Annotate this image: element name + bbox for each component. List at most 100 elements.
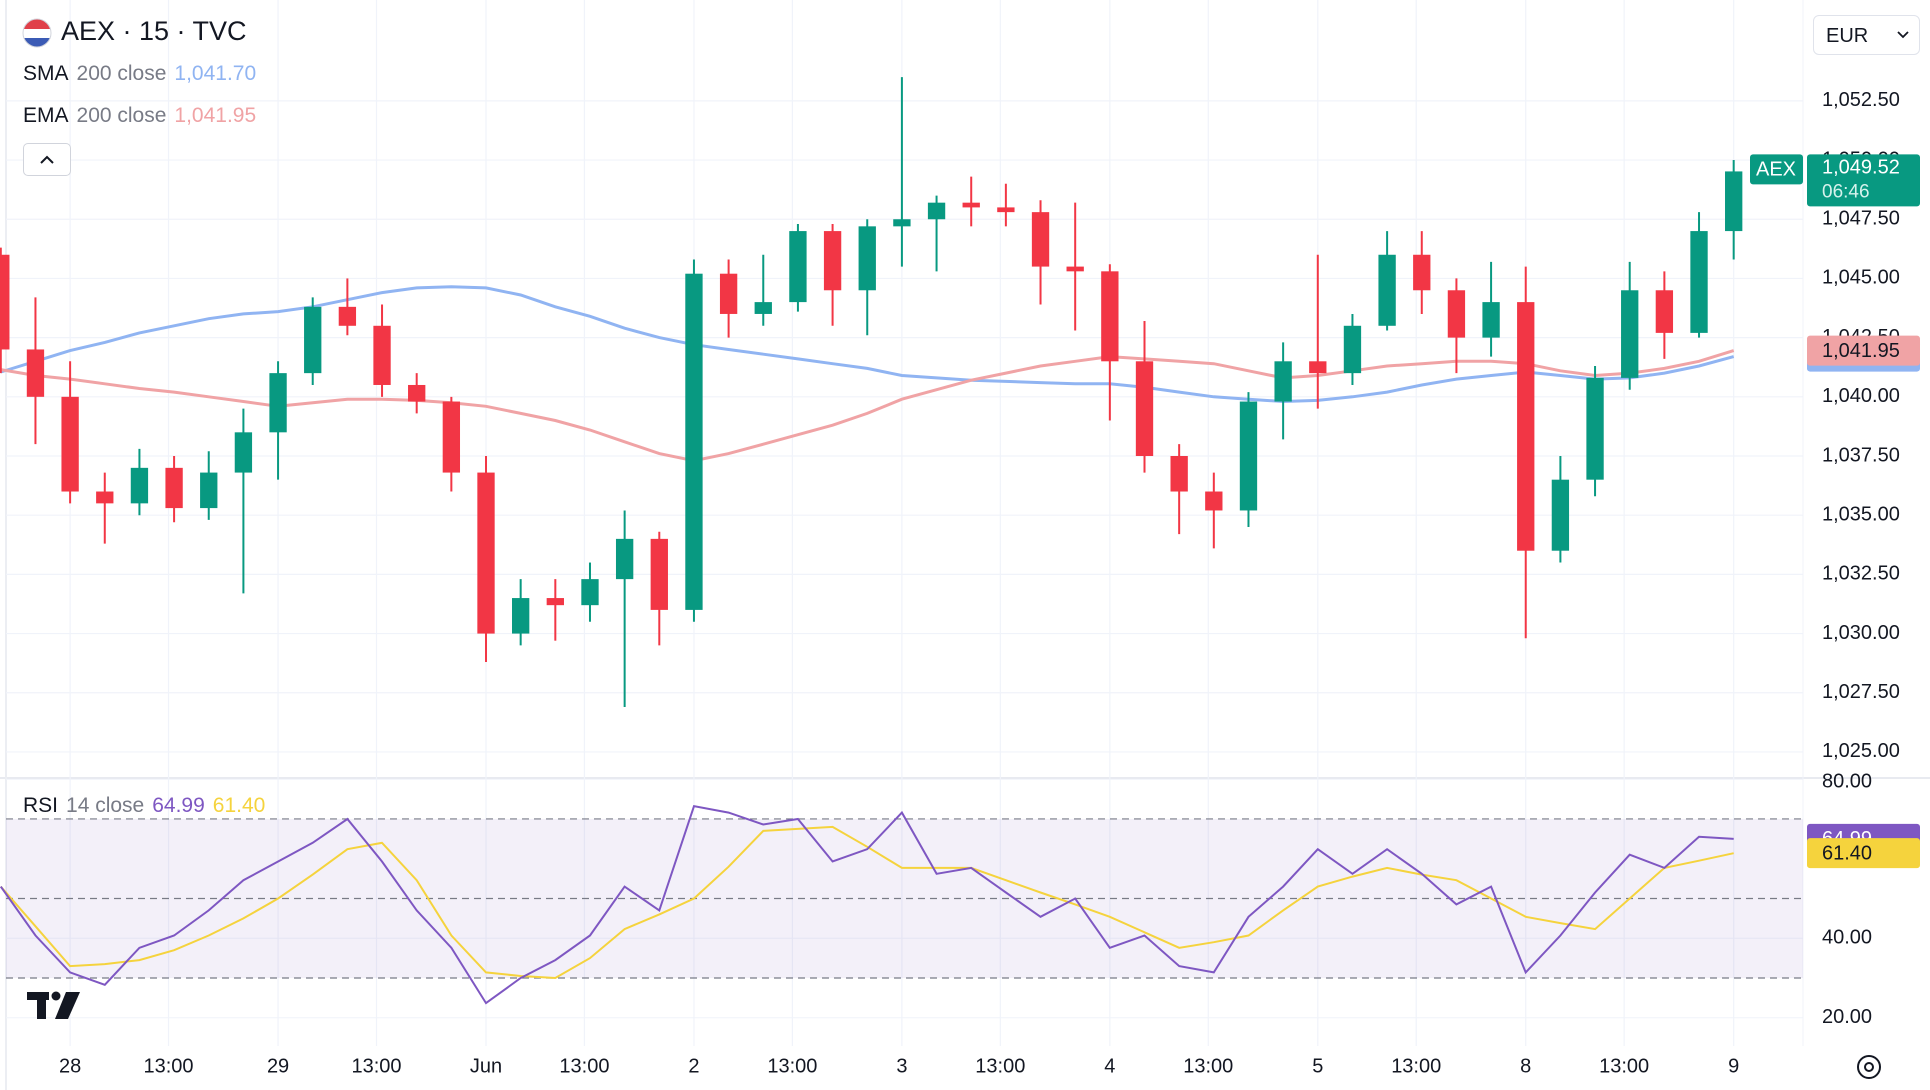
candle-body — [685, 273, 703, 610]
collapse-button[interactable] — [23, 143, 71, 176]
candle-body — [1309, 361, 1327, 374]
x-tick-label: 13:00 — [1391, 1055, 1441, 1077]
candle-body — [858, 226, 876, 291]
candle-body — [96, 491, 114, 504]
candle-body — [1690, 231, 1708, 333]
candle-body — [927, 202, 946, 220]
y-tick-label: 1,045.00 — [1822, 267, 1900, 289]
candle-body — [234, 432, 253, 473]
y-tick-label: 1,035.00 — [1822, 503, 1900, 525]
x-tick-label: 29 — [267, 1055, 289, 1077]
candle-body — [581, 579, 599, 606]
candle-body — [1205, 491, 1223, 511]
rsi-tick-label: 20.00 — [1822, 1006, 1872, 1028]
candle-body — [0, 254, 10, 350]
overlay-badge: 1,041.95 — [1822, 340, 1900, 362]
candle-body — [1413, 254, 1431, 291]
y-tick-label: 1,025.00 — [1822, 740, 1900, 762]
candle-body — [615, 538, 634, 580]
candle-body — [1655, 290, 1674, 333]
candle-body — [823, 231, 842, 291]
candle-body — [546, 598, 564, 606]
candle-body — [1135, 361, 1154, 457]
candle-body — [997, 207, 1015, 213]
x-tick-label: 5 — [1312, 1055, 1323, 1077]
price-badge-bg — [1807, 154, 1920, 207]
overlay-line — [0, 349, 1735, 463]
candle-body — [754, 302, 772, 314]
legend-value: 1,041.95 — [174, 104, 257, 127]
currency-dropdown[interactable]: EUR — [1813, 15, 1920, 55]
candle-body — [442, 401, 461, 473]
price-countdown: 06:46 — [1822, 181, 1870, 202]
candle-body — [130, 467, 149, 504]
candle-body — [408, 384, 426, 402]
legend-value: 61.40 — [212, 794, 266, 817]
candle-body — [1031, 212, 1050, 267]
candle-body — [789, 231, 807, 303]
dropdown-chevron — [1897, 31, 1909, 39]
candle-body — [1586, 377, 1604, 480]
candle-body — [1170, 456, 1188, 492]
rsi-line — [0, 825, 1734, 980]
candle-body — [1447, 290, 1466, 338]
x-tick-label: 13:00 — [1183, 1055, 1233, 1077]
y-tick-label: 1,027.50 — [1822, 681, 1900, 703]
candle-body — [1274, 361, 1292, 402]
y-tick-label: 1,047.50 — [1822, 208, 1900, 230]
legend-value: 1,041.70 — [174, 62, 257, 85]
symbol-badge: AEX — [1756, 159, 1796, 181]
candle-body — [1725, 171, 1743, 232]
y-tick-label: 1,030.00 — [1822, 622, 1900, 644]
candle-body — [1621, 290, 1639, 378]
currency-label: EUR — [1826, 25, 1869, 47]
rsi-band — [6, 818, 1803, 979]
candle-body — [1066, 266, 1084, 272]
y-tick-label: 1,052.50 — [1822, 89, 1900, 111]
legend-name: RSI — [23, 794, 59, 817]
chevron-up — [40, 155, 54, 164]
legend-params: 200 close — [76, 62, 167, 85]
tradingview-logo — [27, 991, 80, 1019]
sma-legend: SMA 200 close 1,041.70 — [23, 62, 264, 86]
overlay-line — [0, 285, 1735, 404]
x-tick-label: 2 — [688, 1055, 699, 1077]
x-tick-label: 9 — [1728, 1055, 1739, 1077]
rsi-line — [0, 805, 1734, 1005]
candle-body — [719, 273, 738, 314]
candle-body — [1551, 479, 1570, 551]
settings-button[interactable] — [1857, 1055, 1881, 1079]
x-tick-label: 13:00 — [1599, 1055, 1649, 1077]
legend-name: SMA — [23, 62, 69, 85]
x-tick-label: 13:00 — [975, 1055, 1025, 1077]
price-badge-value: 1,049.52 — [1822, 157, 1900, 179]
x-tick-label: 4 — [1104, 1055, 1115, 1077]
x-tick-label: 28 — [59, 1055, 81, 1077]
legend-name: EMA — [23, 104, 69, 127]
chart-title: AEX · 15 · TVC — [61, 16, 247, 46]
candle-body — [269, 373, 287, 433]
candle-body — [1517, 302, 1535, 551]
legend-params: 14 close — [66, 794, 145, 817]
rsi-legend: RSI 14 close 64.99 61.40 — [23, 794, 273, 818]
rsi-tick-label: 40.00 — [1822, 927, 1872, 949]
candle-body — [962, 202, 980, 208]
candle-body — [1378, 254, 1396, 326]
legend-value: 64.99 — [152, 794, 205, 817]
legend-params: 200 close — [76, 104, 167, 127]
rsi-tick-label: 80.00 — [1822, 770, 1872, 792]
candle-body — [1239, 401, 1258, 511]
x-tick-label: 13:00 — [144, 1055, 194, 1077]
y-tick-label: 1,037.50 — [1822, 444, 1900, 466]
x-tick-label: Jun — [470, 1055, 502, 1077]
candle-body — [373, 325, 391, 385]
rsi-badge: 61.40 — [1822, 842, 1872, 864]
x-tick-label: 13:00 — [767, 1055, 817, 1077]
candle-body — [165, 467, 183, 509]
candle-body — [26, 349, 45, 397]
candle-body — [650, 538, 668, 610]
candle-body — [1101, 271, 1119, 362]
ema-legend: EMA 200 close 1,041.95 — [23, 104, 264, 128]
rsi-badge-bg — [1807, 838, 1920, 869]
